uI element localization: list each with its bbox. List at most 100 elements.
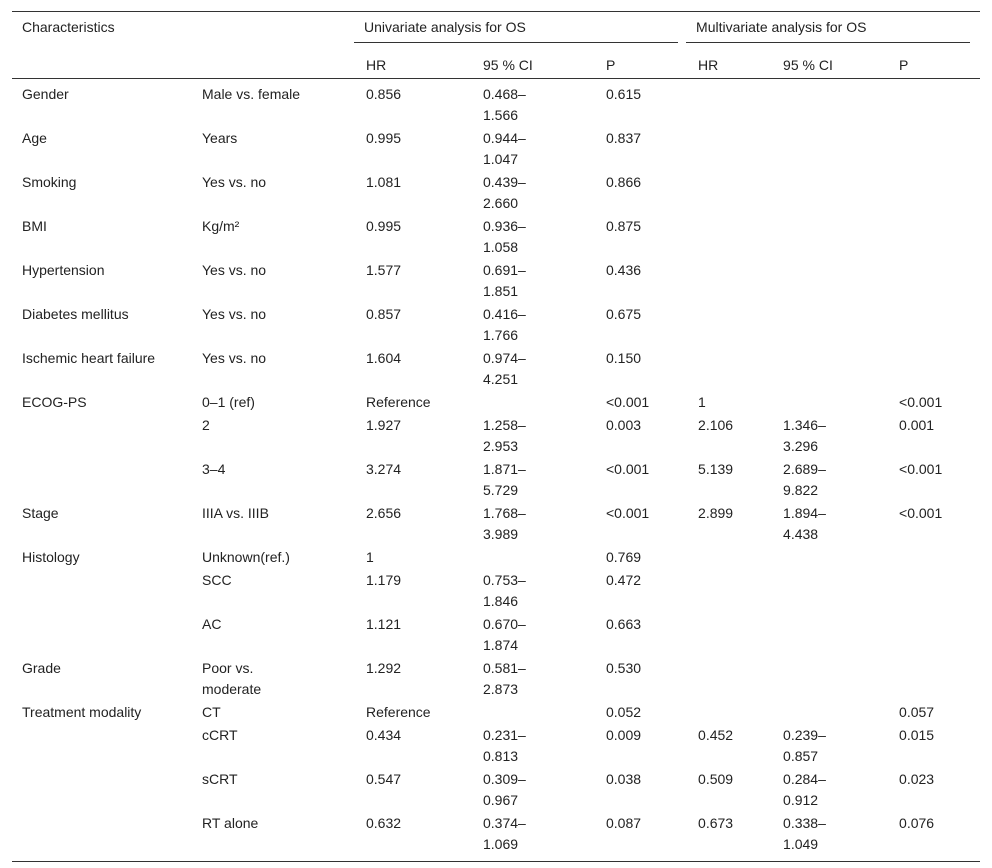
header-cell: HR	[356, 48, 473, 79]
table-cell: Yes vs. no	[192, 347, 356, 391]
table-cell: 2.656	[356, 502, 473, 546]
table-cell: 5.139	[688, 458, 773, 502]
table-cell	[773, 391, 889, 414]
table-cell	[688, 79, 773, 128]
cell-text: 1.258–2.953	[483, 417, 526, 454]
table-cell	[889, 569, 980, 613]
table-cell: Yes vs. no	[192, 303, 356, 347]
table-cell: 1	[356, 546, 473, 569]
cell-text: 0.670–1.874	[483, 616, 526, 653]
table-cell: Reference	[356, 391, 473, 414]
table-cell: <0.001	[889, 391, 980, 414]
table-cell	[12, 613, 192, 657]
table-cell: Kg/m²	[192, 215, 356, 259]
cell-text: 1.927	[366, 417, 402, 433]
cell-text: 0.452	[698, 727, 734, 743]
table-cell: 2	[192, 414, 356, 458]
cell-text: BMI	[22, 218, 47, 234]
table-cell: 0.338–1.049	[773, 812, 889, 862]
cell-text: 1.894–4.438	[783, 505, 826, 542]
table-cell: Smoking	[12, 171, 192, 215]
table-cell: 0.615	[596, 79, 688, 128]
table-cell: 0.150	[596, 347, 688, 391]
table-cell	[773, 613, 889, 657]
table-cell	[12, 569, 192, 613]
cell-text: Reference	[366, 394, 431, 410]
cell-text: Yes vs. no	[202, 262, 267, 278]
table-row: Histology Unknown(ref.) 1 0.769	[12, 546, 980, 569]
table-cell: 0.673	[688, 812, 773, 862]
cell-text: Smoking	[22, 174, 77, 190]
table-cell: 0–1 (ref)	[192, 391, 356, 414]
table-cell: <0.001	[596, 458, 688, 502]
table-cell: <0.001	[596, 502, 688, 546]
cell-text: 0.581–2.873	[483, 660, 526, 697]
table-cell: 0.581–2.873	[473, 657, 596, 701]
cell-text: Diabetes mellitus	[22, 306, 129, 322]
table-cell: 0.009	[596, 724, 688, 768]
table-cell	[889, 79, 980, 128]
table-cell: 0.857	[356, 303, 473, 347]
cell-text: RT alone	[202, 815, 259, 831]
cell-text: 0.472	[606, 572, 642, 588]
table-cell: 0.995	[356, 215, 473, 259]
table-cell	[773, 259, 889, 303]
header-cell: 95 % CI	[773, 48, 890, 79]
cell-text: 0.632	[366, 815, 402, 831]
table-cell	[773, 347, 889, 391]
header-cell: P	[596, 48, 689, 79]
table-row: Ischemic heart failure Yes vs. no 1.604 0.9…	[12, 347, 980, 391]
table-cell: Diabetes mellitus	[12, 303, 192, 347]
cell-text: 0.231–0.813	[483, 727, 526, 764]
cell-text: <0.001	[899, 505, 943, 521]
table-cell: 1.768–3.989	[473, 502, 596, 546]
table-cell: Ischemic heart failure	[12, 347, 192, 391]
table-cell: 0.023	[889, 768, 980, 812]
table-cell: AC	[192, 613, 356, 657]
table-cell: CT	[192, 701, 356, 724]
cell-text: 0.753–1.846	[483, 572, 526, 609]
table-cell: 3.274	[356, 458, 473, 502]
table-cell: IIIA vs. IIIB	[192, 502, 356, 546]
table-cell: 1.577	[356, 259, 473, 303]
table-cell: 0.452	[688, 724, 773, 768]
table-cell: 2.689–9.822	[773, 458, 889, 502]
header-cell: P	[889, 48, 981, 79]
table-cell	[889, 347, 980, 391]
table-cell: Yes vs. no	[192, 171, 356, 215]
table-cell: 0.837	[596, 127, 688, 171]
table-cell: Treatment modality	[12, 701, 192, 724]
table-cell	[473, 546, 596, 569]
table-cell: 2.899	[688, 502, 773, 546]
table-cell: 0.374–1.069	[473, 812, 596, 862]
group-header: Univariate analysis for OS	[354, 12, 688, 49]
table-cell	[773, 657, 889, 701]
table-cell: 1.871–5.729	[473, 458, 596, 502]
table-cell	[773, 171, 889, 215]
table-row: Grade Poor vs. moderate 1.292 0.581–2.873 0.…	[12, 657, 980, 701]
cell-text: 2.689–9.822	[783, 461, 826, 498]
cell-text: Grade	[22, 660, 61, 676]
table-row: cCRT 0.434 0.231–0.813 0.009 0.452 0.239–0.85…	[12, 724, 980, 768]
table-cell: <0.001	[596, 391, 688, 414]
cell-text: 2.106	[698, 417, 734, 433]
table-cell	[688, 546, 773, 569]
cell-text: 0.837	[606, 130, 642, 146]
table-cell	[12, 414, 192, 458]
cell-text: Years	[202, 130, 238, 146]
cell-text: 0.974–4.251	[483, 350, 526, 387]
table-cell: 0.434	[356, 724, 473, 768]
cell-text: 0.239–0.857	[783, 727, 826, 764]
table-cell: 1.927	[356, 414, 473, 458]
cell-text: 0–1 (ref)	[202, 394, 255, 410]
table-cell: 0.663	[596, 613, 688, 657]
table-cell: 0.057	[889, 701, 980, 724]
table-cell: 0.052	[596, 701, 688, 724]
table-cell: Yes vs. no	[192, 259, 356, 303]
cell-text: 0.087	[606, 815, 642, 831]
table-cell	[773, 79, 889, 128]
cell-text: 0.001	[899, 417, 935, 433]
table-cell: 3–4	[192, 458, 356, 502]
table-cell: 1	[688, 391, 773, 414]
table-cell: Age	[12, 127, 192, 171]
